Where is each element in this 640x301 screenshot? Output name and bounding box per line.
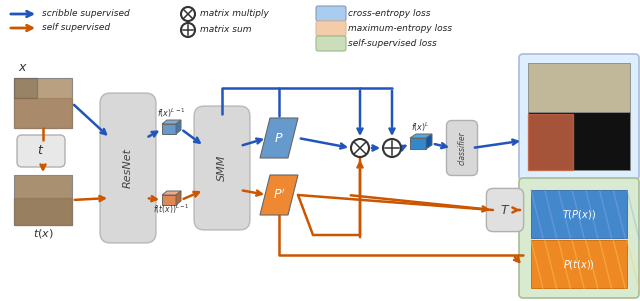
Text: $f(x)^L$: $f(x)^L$ <box>411 121 429 134</box>
Text: SMM: SMM <box>217 155 227 181</box>
Text: matrix sum: matrix sum <box>200 26 252 35</box>
Circle shape <box>181 7 195 21</box>
Circle shape <box>351 139 369 157</box>
Text: $T(P(x))$: $T(P(x))$ <box>562 208 596 221</box>
Text: self-supervised loss: self-supervised loss <box>348 39 436 48</box>
FancyBboxPatch shape <box>519 178 639 298</box>
FancyBboxPatch shape <box>447 120 477 175</box>
Text: $f(x)^{L-1}$: $f(x)^{L-1}$ <box>157 107 186 120</box>
Polygon shape <box>176 191 181 205</box>
Polygon shape <box>162 120 181 124</box>
FancyBboxPatch shape <box>316 6 346 21</box>
FancyBboxPatch shape <box>14 175 72 225</box>
Text: $P'$: $P'$ <box>273 188 285 202</box>
FancyBboxPatch shape <box>316 21 346 36</box>
Polygon shape <box>176 120 181 134</box>
Text: ResNet: ResNet <box>123 148 133 188</box>
Circle shape <box>383 139 401 157</box>
Text: $t$: $t$ <box>37 144 45 157</box>
FancyBboxPatch shape <box>519 54 639 180</box>
Text: classifier: classifier <box>458 131 467 165</box>
Polygon shape <box>410 138 426 149</box>
Text: $x$: $x$ <box>18 61 28 74</box>
Text: matrix multiply: matrix multiply <box>200 10 269 18</box>
Text: scribble supervised: scribble supervised <box>42 10 130 18</box>
FancyBboxPatch shape <box>14 78 72 128</box>
Text: maximum-entropy loss: maximum-entropy loss <box>348 24 452 33</box>
Text: $t(x)$: $t(x)$ <box>33 228 53 240</box>
Polygon shape <box>426 134 432 149</box>
FancyBboxPatch shape <box>528 112 630 170</box>
FancyBboxPatch shape <box>194 106 250 230</box>
FancyBboxPatch shape <box>316 36 346 51</box>
Polygon shape <box>162 191 181 195</box>
Polygon shape <box>162 195 176 205</box>
Text: self supervised: self supervised <box>42 23 110 33</box>
Text: $P$: $P$ <box>275 132 284 144</box>
Polygon shape <box>260 118 298 158</box>
Text: $T$: $T$ <box>500 203 510 216</box>
FancyBboxPatch shape <box>531 240 627 288</box>
FancyBboxPatch shape <box>17 135 65 167</box>
FancyBboxPatch shape <box>100 93 156 243</box>
FancyBboxPatch shape <box>528 63 630 113</box>
FancyBboxPatch shape <box>531 190 627 238</box>
Polygon shape <box>410 134 432 138</box>
Circle shape <box>181 23 195 37</box>
Text: $f(t(x))^{L-1}$: $f(t(x))^{L-1}$ <box>153 203 189 216</box>
Polygon shape <box>162 124 176 134</box>
Polygon shape <box>260 175 298 215</box>
Text: cross-entropy loss: cross-entropy loss <box>348 9 431 18</box>
Text: $P(t(x))$: $P(t(x))$ <box>563 258 595 272</box>
FancyBboxPatch shape <box>486 188 524 231</box>
